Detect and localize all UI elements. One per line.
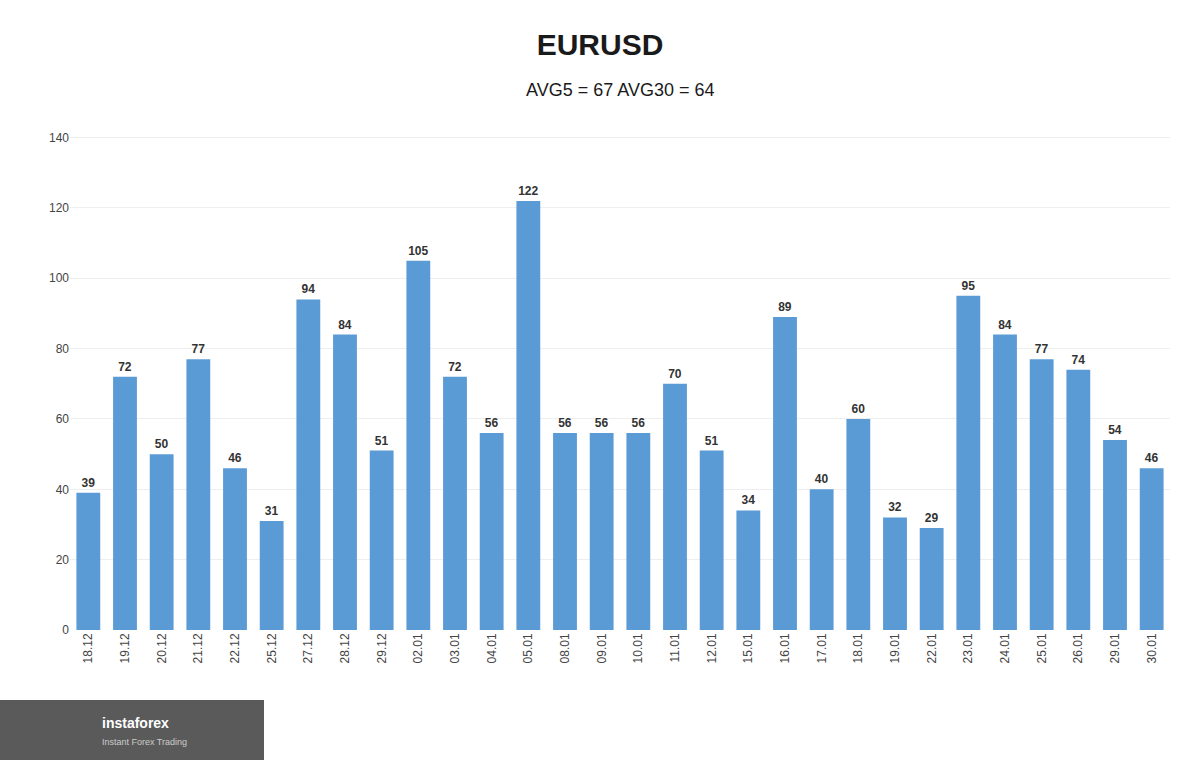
svg-text:26.01: 26.01 <box>1071 633 1085 663</box>
svg-text:AVG5 = 67 AVG30 = 64: AVG5 = 67 AVG30 = 64 <box>526 80 714 100</box>
svg-text:22.01: 22.01 <box>925 633 939 663</box>
svg-text:51: 51 <box>705 434 719 448</box>
svg-text:51: 51 <box>375 434 389 448</box>
svg-text:77: 77 <box>1035 342 1049 356</box>
svg-text:18.01: 18.01 <box>851 633 865 663</box>
svg-text:89: 89 <box>778 300 792 314</box>
svg-text:70: 70 <box>668 367 682 381</box>
svg-text:56: 56 <box>631 416 645 430</box>
svg-text:instaforex: instaforex <box>102 715 169 731</box>
svg-text:40: 40 <box>815 472 829 486</box>
svg-text:77: 77 <box>191 342 205 356</box>
svg-text:54: 54 <box>1108 423 1122 437</box>
svg-text:16.01: 16.01 <box>778 633 792 663</box>
svg-text:120: 120 <box>49 201 69 215</box>
svg-text:25.01: 25.01 <box>1035 633 1049 663</box>
svg-text:72: 72 <box>448 360 462 374</box>
svg-text:31: 31 <box>265 504 279 518</box>
svg-text:25.12: 25.12 <box>265 633 279 663</box>
svg-text:02.01: 02.01 <box>411 633 425 663</box>
svg-text:74: 74 <box>1071 353 1085 367</box>
svg-text:22.12: 22.12 <box>228 633 242 663</box>
svg-text:29.12: 29.12 <box>375 633 389 663</box>
svg-text:05.01: 05.01 <box>521 633 535 663</box>
svg-text:39: 39 <box>81 476 95 490</box>
svg-text:27.12: 27.12 <box>301 633 315 663</box>
svg-text:29.01: 29.01 <box>1108 633 1122 663</box>
svg-text:15.01: 15.01 <box>741 633 755 663</box>
svg-text:Instant Forex Trading: Instant Forex Trading <box>102 737 187 747</box>
svg-text:EURUSD: EURUSD <box>537 28 664 61</box>
svg-text:56: 56 <box>595 416 609 430</box>
svg-text:34: 34 <box>741 493 755 507</box>
svg-text:17.01: 17.01 <box>815 633 829 663</box>
svg-text:72: 72 <box>118 360 132 374</box>
svg-text:29: 29 <box>925 511 939 525</box>
svg-text:23.01: 23.01 <box>961 633 975 663</box>
svg-text:46: 46 <box>1145 451 1159 465</box>
svg-text:11.01: 11.01 <box>668 633 682 662</box>
svg-text:46: 46 <box>228 451 242 465</box>
svg-text:09.01: 09.01 <box>595 633 609 663</box>
svg-text:60: 60 <box>56 412 70 426</box>
svg-text:20: 20 <box>56 553 70 567</box>
svg-text:60: 60 <box>851 402 865 416</box>
svg-text:0: 0 <box>62 623 69 637</box>
svg-text:03.01: 03.01 <box>448 633 462 663</box>
svg-text:40: 40 <box>56 483 70 497</box>
svg-text:80: 80 <box>56 342 70 356</box>
svg-text:32: 32 <box>888 500 902 514</box>
svg-text:122: 122 <box>518 184 538 198</box>
svg-text:100: 100 <box>49 271 69 285</box>
svg-text:12.01: 12.01 <box>705 633 719 663</box>
svg-text:30.01: 30.01 <box>1145 633 1159 663</box>
svg-text:94: 94 <box>301 282 315 296</box>
svg-text:105: 105 <box>408 244 428 258</box>
svg-text:56: 56 <box>485 416 499 430</box>
svg-text:50: 50 <box>155 437 169 451</box>
svg-text:18.12: 18.12 <box>81 633 95 663</box>
svg-text:08.01: 08.01 <box>558 633 572 663</box>
svg-text:19.12: 19.12 <box>118 633 132 663</box>
svg-text:10.01: 10.01 <box>631 633 645 663</box>
svg-text:140: 140 <box>49 131 69 145</box>
svg-text:19.01: 19.01 <box>888 633 902 663</box>
svg-text:95: 95 <box>961 279 975 293</box>
svg-text:28.12: 28.12 <box>338 633 352 663</box>
svg-text:84: 84 <box>338 318 352 332</box>
svg-text:56: 56 <box>558 416 572 430</box>
svg-text:84: 84 <box>998 318 1012 332</box>
svg-text:24.01: 24.01 <box>998 633 1012 663</box>
svg-text:20.12: 20.12 <box>155 633 169 663</box>
svg-text:21.12: 21.12 <box>191 633 205 663</box>
svg-text:04.01: 04.01 <box>485 633 499 663</box>
